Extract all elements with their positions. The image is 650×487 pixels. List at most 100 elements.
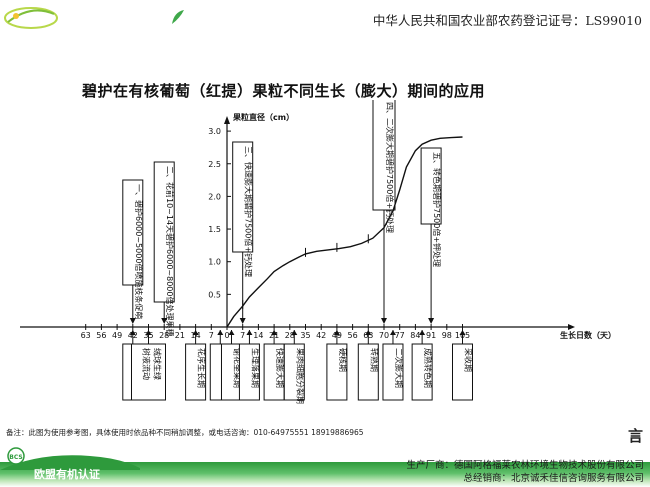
x-tick-label: 0 — [224, 331, 229, 340]
stage-box — [452, 343, 473, 401]
stage-9: 硬核期 — [326, 330, 348, 401]
stage-arrow-head — [192, 330, 199, 335]
certification-label: 欧盟有机认证 — [34, 468, 100, 481]
x-tick-label: 63 — [81, 331, 91, 340]
callout-5: 五、转色期碧护7500倍+钾处理 — [420, 147, 442, 324]
stage-arrow-head — [291, 330, 298, 335]
bcs-logo-text: BCS — [9, 454, 22, 461]
stage-3: 花序生长期 — [185, 330, 207, 401]
stage-label: 转熟期 — [369, 348, 379, 372]
callout-arrow-head — [161, 318, 168, 324]
stage-5: 谢花坐果期 — [220, 330, 242, 401]
stage-box — [238, 343, 260, 401]
callout-text: 二、花前10~14天碧护6000~8000倍处理果穗 — [165, 166, 175, 336]
callout-4: 四、二次膨大期碧护7500倍+钙处理 — [372, 100, 396, 324]
stage-7: 快速膨大期 — [263, 330, 285, 401]
stage-arrow-head — [459, 330, 466, 335]
x-tick-label: 21 — [175, 331, 185, 340]
stage-11: 二次膨大期 — [382, 330, 404, 401]
stage-arrow-head — [129, 330, 136, 335]
callout-1: 一、碧护6000~5000倍喷施枝条促萌 — [122, 179, 144, 324]
y-tick-label: 2.0 — [208, 192, 221, 201]
y-tick-label: 1.0 — [208, 258, 221, 267]
x-tick-label: 84 — [410, 331, 420, 340]
callout-text: 一、碧护6000~5000倍喷施枝条促萌 — [134, 184, 144, 319]
stage-label: 采收期 — [464, 348, 474, 372]
callout-arrow-head — [129, 318, 136, 324]
stage-label: 快速膨大期 — [275, 348, 285, 388]
stage-label: 绒球生绿 — [153, 348, 163, 380]
y-tick-label: 1.5 — [208, 225, 221, 234]
y-tick-label: 2.5 — [208, 160, 221, 169]
callout-arrow-head — [239, 318, 246, 324]
stage-2: 树液流动 绒球生绿 — [131, 330, 166, 401]
stage-arrow-head — [271, 330, 278, 335]
callout-text: 三、快速膨大期碧护7500倍+钙处理 — [244, 146, 254, 277]
stage-label: 树液流动 — [142, 348, 152, 380]
growth-chart: 63 56 49 42 35 28 21 14 7 0 7 14 21 28 35 42 49 56 63 70 77 8… — [20, 100, 616, 404]
x-axis-label: 生长日数（天） — [560, 330, 616, 340]
stage-10: 转熟期 — [357, 330, 379, 401]
registration-number: 中华人民共和国农业部农药登记证号：LS99010 — [372, 13, 642, 28]
x-tick-label: 7 — [209, 331, 214, 340]
stage-label: 硬核期 — [338, 348, 348, 372]
stage-13: 采收期 — [452, 330, 474, 401]
x-tick-label: 91 — [426, 331, 436, 340]
x-tick-label: 77 — [395, 331, 405, 340]
stage-box — [357, 343, 379, 401]
chart-title: 碧护在有核葡萄（红提）果粒不同生长（膨大）期间的应用 — [82, 82, 486, 100]
stage-box — [411, 343, 433, 401]
stage-label: 花序生长期 — [197, 348, 207, 388]
growth-curve-line — [226, 136, 463, 328]
stage-8: 果肉细胞分裂期 — [283, 330, 305, 404]
x-tick-label: 7 — [240, 331, 245, 340]
stage-box — [382, 343, 404, 401]
footer-swoosh: BCS — [0, 447, 140, 470]
y-tick-label: 0.5 — [208, 290, 221, 299]
leaf-icon — [172, 10, 184, 24]
stage-box — [185, 343, 207, 401]
stage-arrow-head — [228, 330, 235, 335]
x-tick-label: 42 — [316, 331, 326, 340]
stage-arrow-head — [246, 330, 253, 335]
stage-arrow-head — [389, 330, 396, 335]
stage-arrow-head — [145, 330, 152, 335]
callout-text: 四、二次膨大期碧护7500倍+钙处理 — [385, 102, 395, 233]
callout-arrow-head — [381, 318, 387, 324]
callout-arrow-head — [428, 318, 435, 324]
top-callouts: 一、碧护6000~5000倍喷施枝条促萌 二、花前10~14天碧护6000~800… — [122, 100, 442, 336]
manufacturer-line: 生产厂商：德国阿格福莱农林环境生物技术股份有限公司 — [406, 460, 644, 471]
stage-12: 成熟转色期 — [411, 330, 433, 401]
callout-2: 二、花前10~14天碧护6000~8000倍处理果穗 — [153, 161, 175, 336]
side-mark: 言 — [628, 427, 644, 445]
x-tick-label: 28 — [159, 331, 169, 340]
stage-arrow-head — [365, 330, 372, 335]
bottom-stages: 萌芽期树液流动绒球生绿花序生长期开花期谢花坐果期生理落果期快速膨大期果肉细胞分裂… — [122, 330, 474, 404]
x-tick-label: 14 — [253, 331, 263, 340]
manufacturer-info: 生产厂商：德国阿格福莱农林环境生物技术股份有限公司 总经销商：北京诚禾佳信咨询服… — [406, 459, 644, 485]
stage-box — [283, 343, 305, 401]
stage-arrow-head — [333, 330, 340, 335]
stage-label: 生理落果期 — [250, 348, 260, 388]
x-tick-label: 28 — [285, 331, 295, 340]
stage-box — [326, 343, 348, 401]
x-tick-label: 56 — [348, 331, 358, 340]
chart-axes: 63 56 49 42 35 28 21 14 7 0 7 14 21 28 35 42 49 56 63 70 77 8… — [20, 112, 616, 340]
stage-label: 谢花坐果期 — [232, 348, 242, 388]
stage-label: 成熟转色期 — [423, 348, 433, 388]
distributor-line: 总经销商：北京诚禾佳信咨询服务有限公司 — [463, 473, 644, 484]
x-tick-label: 70 — [379, 331, 389, 340]
y-tick-label: 3.0 — [208, 127, 221, 136]
stage-6: 生理落果期 — [238, 330, 260, 401]
stage-arrow-head — [217, 330, 224, 335]
callout-3: 三、快速膨大期碧护7500倍+钙处理 — [232, 141, 254, 324]
company-logo — [4, 7, 58, 29]
callout-text: 五、转色期碧护7500倍+钾处理 — [432, 152, 442, 267]
y-axis-label: 果粒直径（cm） — [232, 112, 294, 122]
x-tick-label: 56 — [96, 331, 106, 340]
stage-box — [131, 343, 166, 401]
y-axis-arrow — [224, 116, 230, 124]
x-tick-label: 49 — [112, 331, 122, 340]
footnote: 备注：此图为使用参考图，具体使用时依品种不同稍加调整，或电话咨询：010-649… — [6, 428, 364, 437]
stage-arrow-head — [419, 330, 426, 335]
